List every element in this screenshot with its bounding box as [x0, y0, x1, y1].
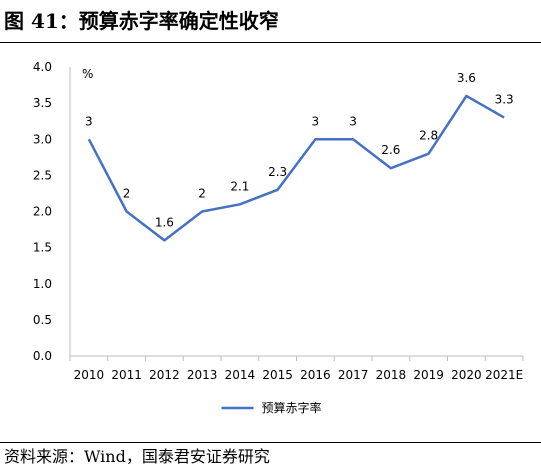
x-tick-label: 2020 — [451, 368, 482, 382]
legend-label: 预算赤字率 — [262, 400, 322, 415]
x-tick-label: 2021E — [485, 368, 523, 382]
x-tick-label: 2010 — [74, 368, 105, 382]
series-line — [87, 94, 505, 242]
y-axis: 0.0 0.5 1.0 1.5 2.0 2.5 3.0 3.5 4.0% — [33, 60, 94, 363]
y-tick-label: 3.0 — [33, 132, 52, 146]
y-tick-label: 0.5 — [33, 313, 52, 327]
y-tick-label: 0.0 — [33, 349, 52, 363]
source-note: 资料来源：Wind，国泰君安证券研究 — [4, 447, 270, 466]
data-label: 3 — [85, 114, 93, 128]
data-label: 2.3 — [268, 165, 287, 179]
data-label: 3.6 — [457, 71, 476, 85]
line-chart: 0.00.51.01.52.02.53.03.54.0% 2010 2011 201… — [33, 60, 524, 415]
x-tick-label: 2014 — [225, 368, 256, 382]
y-tick-label: 1.5 — [33, 241, 52, 255]
x-tick-label: 2019 — [413, 368, 444, 382]
x-axis: 2010 2011 2012 2013 2014 2015 2016 2017 2018 2019… — [69, 355, 524, 382]
unit-label: % — [82, 67, 93, 81]
data-label: 2.8 — [419, 129, 438, 143]
legend: 预算赤字率 — [221, 400, 322, 415]
data-label: 2 — [198, 187, 206, 201]
x-tick-label: 2011 — [111, 368, 142, 382]
x-tick-label: 2017 — [338, 368, 369, 382]
x-tick-label: 2018 — [376, 368, 407, 382]
data-label: 3 — [349, 114, 357, 128]
y-tick-label: 2.5 — [33, 168, 52, 182]
x-tick-label: 2016 — [300, 368, 331, 382]
data-label: 2 — [123, 187, 131, 201]
bottom-rule — [0, 442, 541, 443]
y-tick-label: 2.0 — [33, 205, 52, 219]
data-label: 2.6 — [381, 143, 400, 157]
series-layer: 3 2 1.6 2 2.1 2.3 3 3 2.6 2.8 3.6 3.3 — [85, 71, 514, 242]
top-rule — [0, 42, 541, 43]
x-tick-label: 2015 — [262, 368, 293, 382]
figure-title: 图 41：预算赤字率确定性收窄 — [4, 9, 279, 33]
y-tick-label: 3.5 — [33, 96, 52, 110]
y-tick-label: 1.0 — [33, 277, 52, 291]
data-label: 1.6 — [155, 215, 174, 229]
y-tick-label: 4.0 — [33, 60, 52, 74]
data-label: 3 — [312, 114, 320, 128]
x-tick-label: 2013 — [187, 368, 218, 382]
data-label: 3.3 — [495, 93, 514, 107]
x-tick-label: 2012 — [149, 368, 180, 382]
data-label: 2.1 — [230, 179, 249, 193]
